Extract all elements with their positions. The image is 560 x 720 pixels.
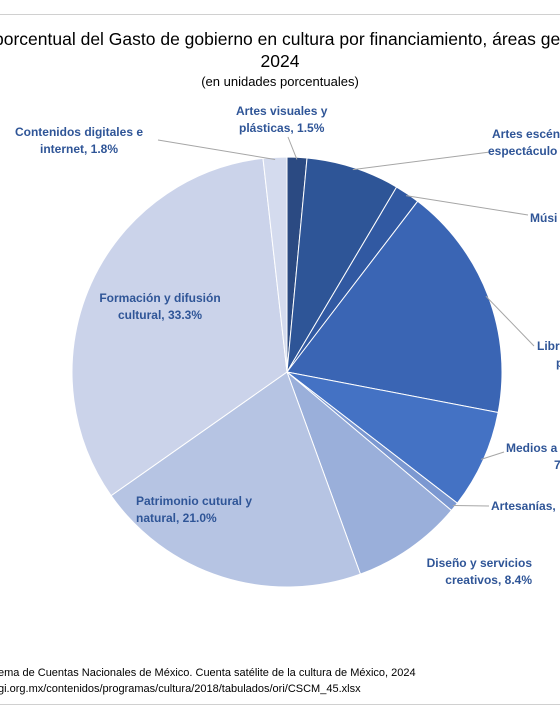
label-musica: Músi bbox=[530, 211, 558, 225]
leader-line-contenidos-digitales bbox=[157, 139, 276, 160]
label-diseno: Diseño y servicios creativos, 8.4% bbox=[426, 556, 532, 587]
label-medios-2: 7 bbox=[554, 458, 560, 472]
source-note: ema de Cuentas Nacionales de México. Cue… bbox=[0, 667, 416, 679]
slice-patrimonio bbox=[110, 371, 362, 588]
label-libro: Libro bbox=[537, 339, 560, 353]
leader-lines bbox=[157, 136, 535, 507]
bottom-border bbox=[0, 704, 560, 705]
slice-contenidos-digitales bbox=[262, 156, 288, 373]
label-contenidos-digitales: Contenidos digitales e internet, 1.8% bbox=[14, 125, 143, 156]
slice-medios bbox=[286, 371, 499, 504]
leader-line-artes-escenicas bbox=[352, 151, 491, 171]
top-border bbox=[0, 14, 560, 15]
slice-libro bbox=[286, 200, 503, 414]
chart-title-line1: porcentual del Gasto de gobierno en cult… bbox=[0, 29, 560, 49]
source-url: gi.org.mx/contenidos/programas/cultura/2… bbox=[0, 683, 361, 695]
label-libro-2: p bbox=[556, 356, 560, 370]
label-patrimonio: Patrimonio cutural y natural, 21.0% bbox=[136, 494, 253, 525]
label-artesanias: Artesanías, bbox=[491, 499, 556, 513]
slice-formacion bbox=[71, 157, 288, 497]
label-formacion: Formación y difusión cultural, 33.3% bbox=[99, 291, 221, 322]
label-artes-escenicas-2: espectáculo bbox=[488, 144, 558, 158]
chart-subtitle: (en unidades porcentuales) bbox=[201, 74, 359, 89]
label-artes-escenicas: Artes escén bbox=[492, 127, 560, 141]
label-medios: Medios a bbox=[506, 441, 558, 455]
leader-line-musica bbox=[406, 195, 529, 216]
chart-title-line2: 2024 bbox=[260, 51, 300, 71]
leader-line-artes-visuales bbox=[287, 136, 298, 160]
leader-line-libro bbox=[485, 295, 535, 347]
leader-line-medios bbox=[480, 451, 505, 460]
slice-diseno bbox=[285, 370, 453, 575]
label-artes-visuales: Artes visuales y plásticas, 1.5% bbox=[236, 104, 328, 135]
pie-slices bbox=[71, 156, 503, 588]
leader-line-artesanias bbox=[452, 505, 490, 507]
